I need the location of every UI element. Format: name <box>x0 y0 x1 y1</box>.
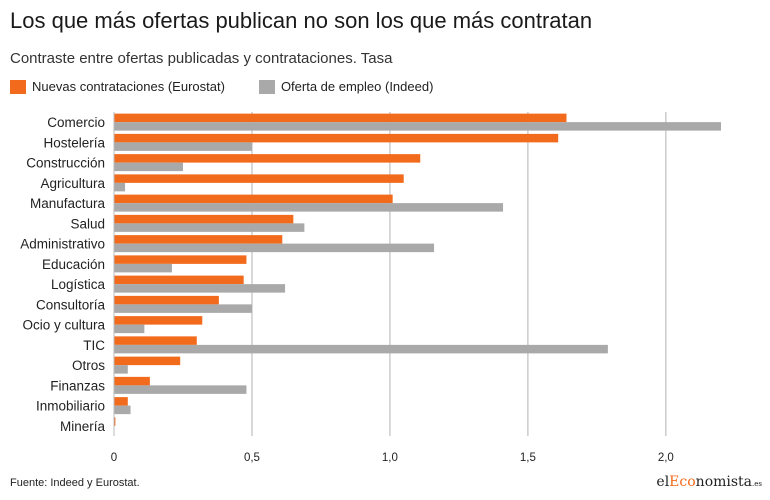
bar-indeed <box>114 122 721 131</box>
category-label: Salud <box>70 216 105 231</box>
x-tick-label: 2,0 <box>658 452 674 464</box>
category-label: Hostelería <box>43 135 105 150</box>
x-tick-label: 0,5 <box>244 452 260 464</box>
bar-indeed <box>114 182 126 192</box>
brand-rest: nomista <box>695 474 753 490</box>
bar-eurostat <box>114 214 294 224</box>
bar-indeed <box>114 223 305 232</box>
bar-eurostat <box>114 356 181 366</box>
bar-eurostat <box>114 336 197 345</box>
bar-indeed <box>114 162 183 172</box>
bar-indeed <box>114 243 435 253</box>
bar-indeed <box>114 324 145 334</box>
bar-eurostat <box>114 376 150 386</box>
bar-eurostat <box>114 295 219 305</box>
brand-accent: Eco <box>669 474 696 490</box>
bar-indeed <box>114 344 608 354</box>
bar-indeed <box>114 365 128 374</box>
bar-indeed <box>114 203 504 212</box>
bar-eurostat <box>114 417 116 426</box>
brand-logo: elEconomista.es <box>656 474 762 490</box>
legend-label-eurostat: Nuevas contrataciones (Eurostat) <box>32 79 225 94</box>
x-tick-label: 1,0 <box>382 452 398 464</box>
bar-eurostat <box>114 275 244 285</box>
legend-item-indeed: Oferta de empleo (Indeed) <box>258 79 434 94</box>
chart-subtitle: Contraste entre ofertas publicadas y con… <box>10 50 393 67</box>
legend-label-indeed: Oferta de empleo (Indeed) <box>280 79 434 94</box>
bar-eurostat <box>114 113 567 123</box>
x-tick-label: 0 <box>111 452 117 464</box>
category-label: Administrativo <box>20 237 105 252</box>
category-label: Ocio y cultura <box>22 318 105 333</box>
category-label: Comercio <box>47 115 105 130</box>
legend-swatch-indeed <box>258 79 275 94</box>
bar-eurostat <box>114 235 283 244</box>
bar-indeed <box>114 263 172 273</box>
bar-chart: Comercio Hostelería Construcción Agricultur… <box>20 112 721 464</box>
bar-eurostat <box>114 133 559 143</box>
legend-item-eurostat: Nuevas contrataciones (Eurostat) <box>10 79 225 94</box>
x-tick-label: 1,5 <box>520 452 536 464</box>
bar-indeed <box>114 142 252 151</box>
bar-indeed <box>114 385 247 394</box>
bar-eurostat <box>114 154 421 163</box>
bar-indeed <box>114 284 286 293</box>
category-label: Consultoría <box>36 297 106 312</box>
bar-eurostat <box>114 316 203 325</box>
brand-suffix: .es <box>752 480 762 488</box>
category-label: TIC <box>83 338 105 353</box>
category-label: Otros <box>72 358 105 373</box>
bar-indeed <box>114 405 131 415</box>
bar-indeed <box>114 304 252 313</box>
chart-legend: Nuevas contrataciones (Eurostat) Oferta … <box>10 79 467 94</box>
bar-eurostat <box>114 255 247 264</box>
category-label: Manufactura <box>30 196 106 211</box>
category-label: Inmobiliario <box>36 399 105 414</box>
source-note: Fuente: Indeed y Eurostat. <box>10 477 140 489</box>
bar-eurostat <box>114 194 393 204</box>
chart-title: Los que más ofertas publican no son los … <box>10 8 593 33</box>
bar-eurostat <box>114 397 128 406</box>
brand-prefix: el <box>656 474 670 490</box>
category-label: Logística <box>51 277 106 292</box>
category-label: Educación <box>42 257 105 272</box>
bar-eurostat <box>114 174 404 183</box>
category-label: Agricultura <box>40 176 105 191</box>
category-label: Minería <box>60 419 106 434</box>
legend-swatch-eurostat <box>10 79 26 94</box>
category-label: Construcción <box>26 156 105 171</box>
category-label: Finanzas <box>50 378 105 393</box>
